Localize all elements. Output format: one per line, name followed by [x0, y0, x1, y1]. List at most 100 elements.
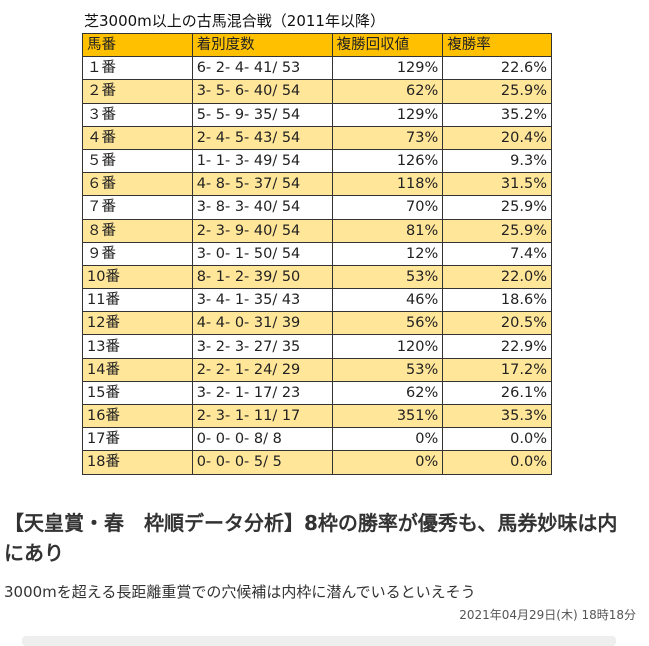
cell-place-rate: 26.1% [442, 380, 552, 406]
stats-table: 馬番 着別度数 複勝回収値 複勝率 １番 6- 2- 4- 41/ 53 129% 22.6%… [82, 32, 552, 475]
table-row: １番 6- 2- 4- 41/ 53 129% 22.6% [82, 56, 552, 81]
cell-return-rate: 351% [331, 403, 444, 429]
table-row: 18番 0- 0- 0- 5/ 5 0% 0.0% [82, 450, 552, 475]
cell-horse-number: 14番 [82, 357, 193, 382]
cell-place-rate: 17.2% [442, 357, 552, 382]
cell-record: 1- 1- 3- 49/ 54 [191, 148, 333, 174]
cell-horse-number: 17番 [82, 427, 193, 452]
cell-return-rate: 12% [331, 241, 444, 266]
table-row: 12番 4- 4- 0- 31/ 39 56% 20.5% [82, 311, 552, 336]
cell-horse-number: 13番 [82, 334, 193, 359]
cell-record: 2- 4- 5- 43/ 54 [191, 125, 333, 150]
cell-place-rate: 25.9% [442, 195, 552, 220]
cell-horse-number: 10番 [82, 264, 193, 290]
cell-record: 4- 8- 5- 37/ 54 [191, 172, 333, 197]
cell-place-rate: 18.6% [442, 288, 552, 313]
table-row: 17番 0- 0- 0- 8/ 8 0% 0.0% [82, 427, 552, 452]
cell-return-rate: 81% [331, 218, 444, 243]
table-row: 14番 2- 2- 1- 24/ 29 53% 17.2% [82, 357, 552, 382]
cell-place-rate: 20.4% [442, 125, 552, 150]
cell-horse-number: 12番 [82, 311, 193, 336]
cell-return-rate: 53% [331, 264, 444, 290]
cell-return-rate: 70% [331, 195, 444, 220]
cell-horse-number: ６番 [82, 172, 193, 197]
cell-record: 2- 3- 9- 40/ 54 [191, 218, 333, 243]
cell-record: 3- 5- 6- 40/ 54 [191, 79, 333, 104]
cell-record: 6- 2- 4- 41/ 53 [191, 56, 333, 81]
cell-return-rate: 118% [331, 172, 444, 197]
cell-record: 3- 2- 3- 27/ 35 [191, 334, 333, 359]
cell-return-rate: 0% [331, 427, 444, 452]
table-row: 13番 3- 2- 3- 27/ 35 120% 22.9% [82, 334, 552, 359]
cell-place-rate: 0.0% [442, 427, 552, 452]
table-row: ３番 5- 5- 9- 35/ 54 129% 35.2% [82, 102, 552, 127]
header-place-rate: 複勝率 [442, 32, 552, 58]
table-row: ７番 3- 8- 3- 40/ 54 70% 25.9% [82, 195, 552, 220]
cell-place-rate: 22.6% [442, 56, 552, 81]
table-row: 16番 2- 3- 1- 11/ 17 351% 35.3% [82, 403, 552, 429]
cell-horse-number: ２番 [82, 79, 193, 104]
cell-return-rate: 46% [331, 288, 444, 313]
cell-return-rate: 129% [331, 56, 444, 81]
cell-horse-number: ５番 [82, 148, 193, 174]
table-row: ８番 2- 3- 9- 40/ 54 81% 25.9% [82, 218, 552, 243]
cell-place-rate: 35.3% [442, 403, 552, 429]
table-title: 芝3000m以上の古馬混合戦（2011年以降） [84, 12, 385, 30]
table-row: 11番 3- 4- 1- 35/ 43 46% 18.6% [82, 288, 552, 313]
cell-record: 3- 2- 1- 17/ 23 [191, 380, 333, 406]
cell-return-rate: 53% [331, 357, 444, 382]
cell-horse-number: ７番 [82, 195, 193, 220]
table-row: ５番 1- 1- 3- 49/ 54 126% 9.3% [82, 148, 552, 174]
cell-record: 5- 5- 9- 35/ 54 [191, 102, 333, 127]
table-row: 10番 8- 1- 2- 39/ 50 53% 22.0% [82, 264, 552, 290]
cell-place-rate: 22.9% [442, 334, 552, 359]
cell-place-rate: 35.2% [442, 102, 552, 127]
cell-horse-number: １番 [82, 56, 193, 81]
table-row: ２番 3- 5- 6- 40/ 54 62% 25.9% [82, 79, 552, 104]
cell-place-rate: 7.4% [442, 241, 552, 266]
table-header-row: 馬番 着別度数 複勝回収値 複勝率 [82, 32, 552, 58]
cell-return-rate: 120% [331, 334, 444, 359]
cell-record: 3- 8- 3- 40/ 54 [191, 195, 333, 220]
cell-horse-number: ４番 [82, 125, 193, 150]
article-date: 2021年04月29日(木) 18時18分 [459, 608, 636, 622]
cell-record: 3- 4- 1- 35/ 43 [191, 288, 333, 313]
header-return-rate: 複勝回収値 [331, 32, 444, 58]
cell-horse-number: ８番 [82, 218, 193, 243]
table-row: ６番 4- 8- 5- 37/ 54 118% 31.5% [82, 172, 552, 197]
cell-return-rate: 0% [331, 450, 444, 475]
cell-place-rate: 31.5% [442, 172, 552, 197]
table-row: 15番 3- 2- 1- 17/ 23 62% 26.1% [82, 380, 552, 406]
header-record: 着別度数 [191, 32, 333, 58]
table-row: ９番 3- 0- 1- 50/ 54 12% 7.4% [82, 241, 552, 266]
cell-record: 2- 2- 1- 24/ 29 [191, 357, 333, 382]
cell-place-rate: 25.9% [442, 218, 552, 243]
cell-place-rate: 25.9% [442, 79, 552, 104]
article-subtitle: 3000mを超える長距離重賞での穴候補は内枠に潜んでいるといえそう [4, 583, 476, 601]
cell-place-rate: 9.3% [442, 148, 552, 174]
cell-horse-number: 18番 [82, 450, 193, 475]
cell-place-rate: 22.0% [442, 264, 552, 290]
cell-horse-number: 15番 [82, 380, 193, 406]
cell-record: 2- 3- 1- 11/ 17 [191, 403, 333, 429]
content-box [22, 636, 616, 646]
header-horse-number: 馬番 [82, 32, 193, 58]
cell-return-rate: 126% [331, 148, 444, 174]
cell-horse-number: 11番 [82, 288, 193, 313]
cell-return-rate: 73% [331, 125, 444, 150]
cell-record: 8- 1- 2- 39/ 50 [191, 264, 333, 290]
article-headline[interactable]: 【天皇賞・春 枠順データ分析】8枠の勝率が優秀も、馬券妙味は内にあり [4, 511, 618, 565]
cell-record: 0- 0- 0- 5/ 5 [191, 450, 333, 475]
cell-return-rate: 62% [331, 79, 444, 104]
table-row: ４番 2- 4- 5- 43/ 54 73% 20.4% [82, 125, 552, 150]
cell-place-rate: 20.5% [442, 311, 552, 336]
cell-return-rate: 129% [331, 102, 444, 127]
cell-horse-number: 16番 [82, 403, 193, 429]
cell-place-rate: 0.0% [442, 450, 552, 475]
cell-horse-number: ３番 [82, 102, 193, 127]
cell-record: 3- 0- 1- 50/ 54 [191, 241, 333, 266]
cell-record: 4- 4- 0- 31/ 39 [191, 311, 333, 336]
cell-horse-number: ９番 [82, 241, 193, 266]
cell-return-rate: 56% [331, 311, 444, 336]
cell-return-rate: 62% [331, 380, 444, 406]
